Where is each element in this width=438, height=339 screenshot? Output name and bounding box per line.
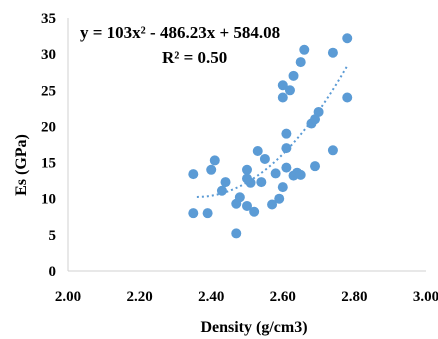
data-point xyxy=(281,162,292,173)
data-point xyxy=(242,164,252,175)
y-tick-label: 20 xyxy=(41,119,56,135)
y-tick-labels: 0 5 10 15 20 25 30 35 xyxy=(41,11,56,280)
data-point xyxy=(252,146,263,157)
data-points xyxy=(188,33,353,239)
data-point xyxy=(299,44,310,55)
data-point xyxy=(281,143,292,154)
data-point xyxy=(281,128,292,139)
data-point xyxy=(288,70,299,81)
x-tick-label: 2.60 xyxy=(270,289,296,305)
data-point xyxy=(342,92,353,103)
data-point xyxy=(327,145,338,156)
data-point xyxy=(245,177,256,188)
data-point xyxy=(231,228,242,239)
y-tick-label: 0 xyxy=(49,264,57,280)
data-point xyxy=(249,206,260,217)
data-point xyxy=(188,169,199,180)
data-point xyxy=(327,47,338,58)
data-point xyxy=(216,185,227,196)
y-axis: 0 5 10 15 20 25 30 35 xyxy=(41,11,69,280)
data-point xyxy=(220,177,231,188)
x-tick-label: 2.80 xyxy=(341,289,367,305)
data-point xyxy=(259,153,270,164)
x-tick-label: 2.40 xyxy=(198,289,224,305)
data-point xyxy=(295,169,306,180)
x-axis: 2.00 2.20 2.40 2.60 2.80 3.00 xyxy=(55,270,438,305)
y-tick-label: 35 xyxy=(41,11,56,27)
x-tick-label: 2.00 xyxy=(55,289,81,305)
r-squared-label: R² = 0.50 xyxy=(162,48,227,67)
data-point xyxy=(242,200,252,211)
y-tick-label: 10 xyxy=(41,192,56,208)
data-point xyxy=(342,33,353,44)
x-tick-label: 3.00 xyxy=(413,289,438,305)
data-point xyxy=(267,199,278,210)
x-axis-title: Density (g/cm3) xyxy=(200,319,307,336)
data-point xyxy=(234,192,245,203)
data-point xyxy=(313,106,324,117)
y-axis-title: Es (GPa) xyxy=(13,134,30,196)
y-tick-label: 30 xyxy=(41,47,56,63)
y-tick-label: 15 xyxy=(41,156,56,172)
data-point xyxy=(277,92,288,103)
data-point xyxy=(256,177,267,188)
y-tick-label: 5 xyxy=(49,228,57,244)
data-point xyxy=(295,57,306,68)
data-point xyxy=(277,80,288,91)
y-tick-label: 25 xyxy=(41,83,56,99)
data-point xyxy=(270,168,281,179)
data-point xyxy=(274,193,285,204)
data-point xyxy=(284,85,295,96)
data-point xyxy=(209,155,220,166)
data-point xyxy=(188,208,199,219)
data-point xyxy=(310,161,321,172)
data-point xyxy=(277,182,288,193)
data-point xyxy=(206,164,217,175)
x-tick-labels: 2.00 2.20 2.40 2.60 2.80 3.00 xyxy=(55,289,438,305)
equation-label: y = 103x² - 486.23x + 584.08 xyxy=(80,23,280,42)
data-point xyxy=(202,208,213,219)
trendline xyxy=(196,65,349,198)
x-tick-label: 2.20 xyxy=(126,289,152,305)
